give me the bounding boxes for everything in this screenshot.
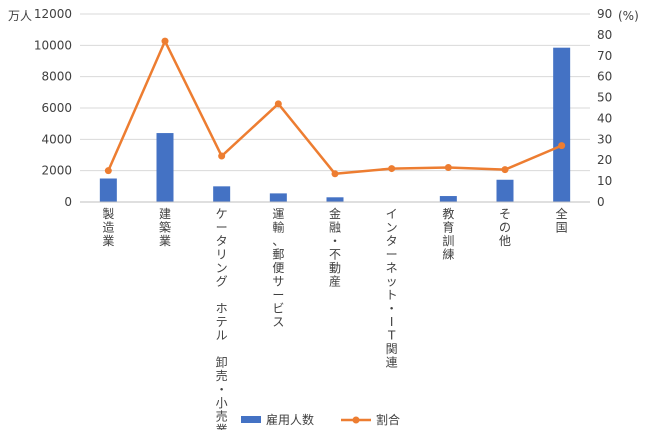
bar — [156, 133, 174, 202]
category-label: ケータリング ホテル 卸売・小売業 — [216, 207, 228, 430]
category-label: その他 — [499, 207, 511, 248]
legend-swatch-employees — [241, 416, 261, 423]
ratio-point — [218, 152, 226, 160]
category-label: 製造業 — [102, 207, 114, 248]
left-tick-label: 6000 — [41, 101, 72, 115]
ratio-point — [104, 167, 112, 175]
bar — [99, 178, 117, 202]
ratio-point — [388, 165, 396, 173]
right-tick-label: 40 — [597, 111, 612, 125]
category-label: 教育訓練 — [442, 206, 454, 262]
right-tick-label: 10 — [597, 174, 612, 188]
ratio-point — [331, 170, 339, 178]
right-tick-label: 80 — [597, 28, 612, 42]
left-tick-label: 12000 — [34, 7, 72, 21]
legend-label-employees: 雇用人数 — [266, 412, 314, 427]
left-tick-label: 2000 — [41, 164, 72, 178]
right-tick-label: 70 — [597, 49, 612, 63]
category-labels: 製造業 建築業 ケータリング ホテル 卸売・小売業 運輸、郵便サービス 金融・不動産 イン… — [102, 206, 567, 430]
right-axis-ticks: 0 10 20 30 40 50 60 70 80 90 — [597, 7, 612, 209]
left-tick-label: 4000 — [41, 132, 72, 146]
legend-swatch-ratio-marker — [352, 416, 360, 424]
left-tick-label: 8000 — [41, 70, 72, 84]
bar — [439, 196, 457, 202]
category-label: インターネット・ I T 関連 — [386, 207, 398, 370]
category-label: 運輸、郵便サービス — [272, 207, 284, 329]
ratio-point — [444, 164, 452, 172]
left-tick-label: 0 — [64, 195, 72, 209]
line-series — [104, 37, 566, 178]
bar — [496, 179, 514, 202]
left-axis-ticks: 0 2000 4000 6000 8000 10000 12000 — [34, 7, 72, 209]
ratio-point — [161, 37, 169, 45]
bar — [213, 186, 231, 202]
bar — [553, 47, 571, 202]
ratio-line — [107, 39, 563, 176]
ratio-point — [274, 100, 282, 108]
right-tick-label: 60 — [597, 70, 612, 84]
right-tick-label: 90 — [597, 7, 612, 21]
right-tick-label: 0 — [597, 195, 605, 209]
bar-series — [99, 47, 571, 202]
legend-label-ratio: 割合 — [376, 412, 400, 427]
category-label: 全国 — [556, 206, 568, 235]
right-axis-unit: (%) — [618, 9, 639, 23]
legend: 雇用人数 割合 — [241, 412, 400, 427]
left-axis-unit: 万人 — [8, 9, 32, 23]
bar — [326, 197, 344, 202]
right-tick-label: 30 — [597, 132, 612, 146]
left-tick-label: 10000 — [34, 38, 72, 52]
category-label: 建築業 — [159, 207, 171, 248]
right-tick-label: 20 — [597, 153, 612, 167]
right-tick-label: 50 — [597, 91, 612, 105]
ratio-point — [558, 142, 566, 150]
category-label: 金融・不動産 — [329, 206, 341, 289]
bar — [269, 193, 287, 202]
ratio-point — [501, 166, 509, 174]
